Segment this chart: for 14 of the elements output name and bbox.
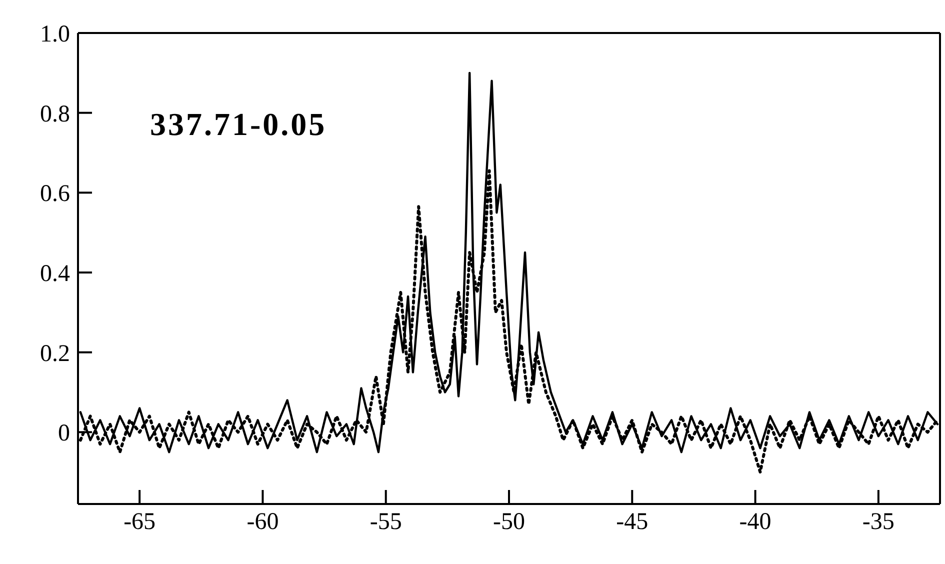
y-tick-label: 0.8 — [40, 101, 70, 128]
y-tick-label: 0 — [58, 420, 70, 447]
x-tick-label: -45 — [616, 509, 648, 536]
x-tick-label: -65 — [124, 509, 156, 536]
annotation: 337.71-0.05 — [150, 106, 327, 143]
y-tick-label: 0.2 — [40, 340, 70, 367]
x-tick-label: -35 — [862, 509, 894, 536]
y-tick-label: 0.6 — [40, 181, 70, 208]
x-tick-label: -60 — [246, 509, 279, 536]
x-tick-label: -50 — [493, 509, 525, 536]
x-tick-label: -55 — [370, 509, 402, 536]
y-tick-label: 0.4 — [40, 261, 70, 288]
y-tick-label: 1.0 — [40, 22, 70, 48]
x-tick-label: -40 — [739, 509, 772, 536]
